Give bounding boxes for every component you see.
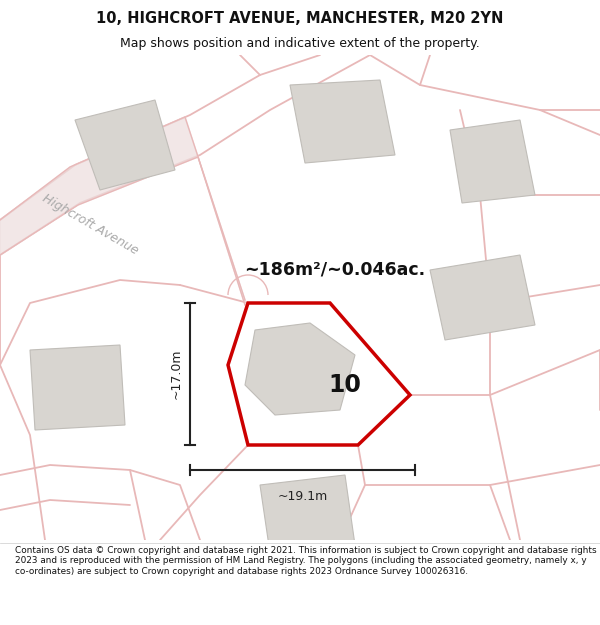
Polygon shape — [430, 255, 535, 340]
Text: 10, HIGHCROFT AVENUE, MANCHESTER, M20 2YN: 10, HIGHCROFT AVENUE, MANCHESTER, M20 2Y… — [97, 11, 503, 26]
Text: Contains OS data © Crown copyright and database right 2021. This information is : Contains OS data © Crown copyright and d… — [15, 546, 596, 576]
Polygon shape — [0, 117, 245, 305]
Polygon shape — [245, 323, 355, 415]
Text: ~17.0m: ~17.0m — [170, 349, 182, 399]
Polygon shape — [30, 345, 125, 430]
Text: ~19.1m: ~19.1m — [277, 490, 328, 503]
Polygon shape — [75, 100, 175, 190]
Text: ~186m²/~0.046ac.: ~186m²/~0.046ac. — [244, 261, 425, 279]
Text: Map shows position and indicative extent of the property.: Map shows position and indicative extent… — [120, 38, 480, 51]
Polygon shape — [260, 475, 355, 553]
Polygon shape — [290, 80, 395, 163]
Polygon shape — [228, 303, 410, 445]
Polygon shape — [450, 120, 535, 203]
Text: Highcroft Avenue: Highcroft Avenue — [40, 192, 140, 258]
Text: 10: 10 — [329, 373, 361, 397]
